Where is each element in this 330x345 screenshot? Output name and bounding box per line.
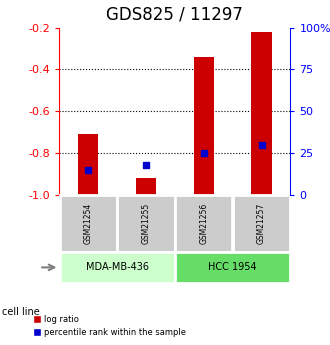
Text: GSM21255: GSM21255 [142,203,150,244]
Bar [136,178,156,195]
Bar [78,134,98,195]
Text: MDA-MB-436: MDA-MB-436 [86,263,148,273]
Bar [251,32,272,195]
Text: GSM21257: GSM21257 [257,203,266,244]
Text: cell line: cell line [2,307,39,317]
FancyBboxPatch shape [60,252,175,283]
Text: GSM21254: GSM21254 [84,203,93,244]
FancyBboxPatch shape [117,195,175,252]
Title: GDS825 / 11297: GDS825 / 11297 [107,5,243,23]
FancyBboxPatch shape [60,195,117,252]
Bar [194,57,214,195]
FancyBboxPatch shape [175,195,232,252]
FancyBboxPatch shape [233,195,290,252]
FancyBboxPatch shape [175,252,290,283]
Text: HCC 1954: HCC 1954 [208,263,257,273]
Text: GSM21256: GSM21256 [199,203,208,244]
Legend: log ratio, percentile rank within the sample: log ratio, percentile rank within the sa… [31,312,189,341]
